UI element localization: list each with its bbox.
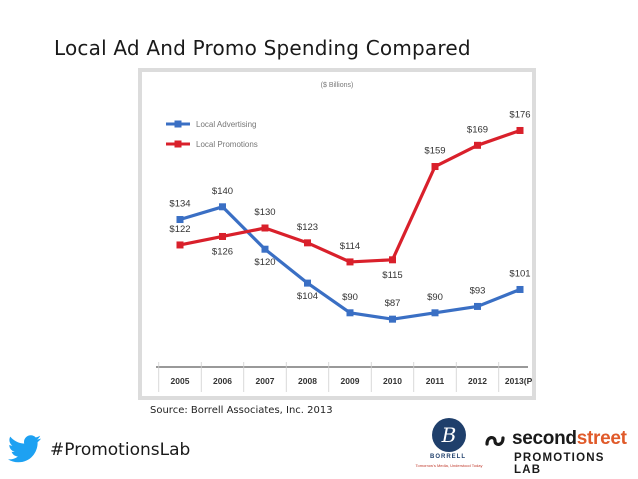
data-point-advertising	[431, 309, 439, 317]
x-tick-label: 2013(P)	[505, 376, 532, 386]
data-point-advertising	[346, 309, 354, 317]
x-tick-label: 2005	[171, 376, 190, 386]
data-label-promotions: $126	[212, 246, 233, 257]
x-tick-label: 2006	[213, 376, 232, 386]
data-label-advertising: $90	[427, 292, 443, 303]
secondstreet-subtitle: PROMOTIONS LAB	[514, 452, 605, 476]
legend-swatch-marker	[174, 120, 182, 128]
hashtag: #PromotionsLab	[50, 440, 191, 460]
borrell-tagline: Tomorrow's Media, Understood Today	[415, 463, 483, 468]
borrell-logo: B BORRELL Tomorrow's Media, Understood T…	[416, 418, 482, 474]
data-label-promotions: $176	[509, 109, 530, 120]
source-note: Source: Borrell Associates, Inc. 2013	[150, 405, 333, 416]
x-tick-label: 2009	[341, 376, 360, 386]
chart-subtitle: ($ Billions)	[321, 82, 354, 89]
chart-frame: ($ Billions) 2005 2006 2007 2008 2009 2010 2011…	[138, 68, 536, 400]
data-point-advertising	[516, 285, 524, 293]
secondstreet-word-b: street	[576, 428, 627, 449]
data-point-advertising	[261, 245, 269, 253]
chart-area: ($ Billions) 2005 2006 2007 2008 2009 2010 2011…	[142, 72, 532, 396]
data-label-advertising: $120	[254, 257, 275, 268]
slide-title: Local Ad And Promo Spending Compared	[54, 36, 471, 60]
x-tick-label: 2010	[383, 376, 402, 386]
data-point-advertising	[304, 279, 311, 287]
borrell-emblem: B	[432, 418, 466, 452]
data-label-advertising: $104	[297, 291, 318, 302]
data-label-advertising: $87	[385, 298, 401, 309]
twitter-bird-icon	[8, 435, 41, 463]
secondstreet-wordmark: secondstreet	[512, 428, 627, 450]
data-label-promotions: $123	[297, 222, 318, 233]
data-label-promotions: $130	[254, 207, 275, 218]
data-label-promotions: $159	[424, 146, 445, 157]
data-label-promotions: $169	[467, 124, 488, 135]
secondstreet-word-a: second	[512, 428, 577, 449]
data-point-advertising	[389, 315, 396, 323]
data-label-advertising: $93	[470, 285, 486, 296]
x-tick-label: 2008	[298, 376, 317, 386]
data-label-advertising: $134	[169, 199, 190, 210]
x-tick-label: 2011	[426, 376, 445, 386]
legend-swatch-marker	[174, 140, 182, 148]
data-point-advertising	[219, 203, 226, 211]
data-label-advertising: $101	[509, 268, 530, 279]
secondstreet-logo: secondstreet PROMOTIONS LAB	[484, 424, 634, 476]
data-point-promotions	[219, 232, 226, 240]
legend-label: Local Advertising	[196, 120, 256, 129]
secondstreet-mark-icon	[485, 436, 505, 446]
data-point-promotions	[431, 163, 439, 171]
x-tick-label: 2012	[468, 376, 487, 386]
data-point-promotions	[176, 241, 184, 249]
borrell-name: BORRELL	[430, 454, 466, 460]
data-label-advertising: $90	[342, 292, 358, 303]
data-label-promotions: $122	[169, 224, 190, 235]
data-point-advertising	[176, 216, 184, 224]
data-point-promotions	[516, 126, 524, 134]
line-chart: ($ Billions) 2005 2006 2007 2008 2009 2010 2011…	[156, 82, 532, 392]
data-point-promotions	[346, 258, 354, 266]
data-point-promotions	[389, 256, 396, 264]
data-point-promotions	[474, 141, 481, 149]
data-point-promotions	[304, 239, 311, 247]
data-label-advertising: $140	[212, 186, 233, 197]
data-point-promotions	[261, 224, 269, 232]
data-point-advertising	[474, 302, 481, 310]
data-label-promotions: $115	[382, 270, 402, 281]
legend-label: Local Promotions	[196, 140, 258, 149]
data-label-promotions: $114	[340, 241, 360, 252]
x-tick-label: 2007	[256, 376, 275, 386]
